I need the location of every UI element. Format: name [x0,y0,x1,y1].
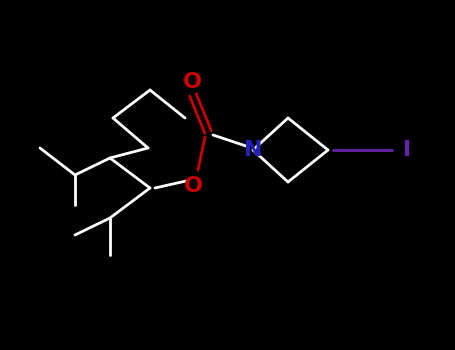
Text: O: O [183,176,202,196]
Text: O: O [182,72,202,92]
Text: I: I [403,140,411,160]
Text: N: N [244,140,262,160]
